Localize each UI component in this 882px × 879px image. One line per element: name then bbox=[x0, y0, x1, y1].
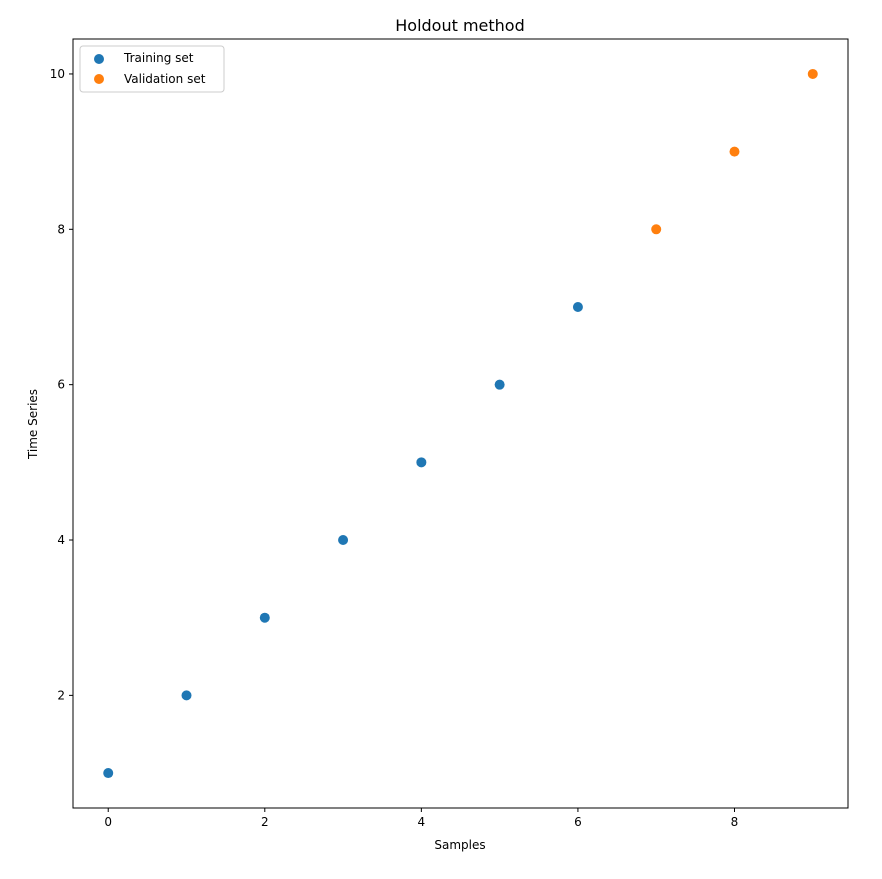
x-axis-label: Samples bbox=[434, 838, 485, 852]
y-tick-label: 8 bbox=[57, 222, 65, 236]
y-axis-label: Time Series bbox=[26, 389, 40, 460]
legend-box bbox=[79, 45, 225, 93]
plot-area bbox=[72, 38, 849, 809]
data-point bbox=[494, 379, 505, 390]
x-tick-label: 0 bbox=[104, 815, 112, 829]
y-tick-label: 4 bbox=[57, 533, 65, 547]
x-tick-label: 6 bbox=[574, 815, 582, 829]
data-point bbox=[572, 301, 583, 312]
data-point bbox=[259, 612, 270, 623]
legend: Training set Validation set bbox=[79, 45, 225, 93]
y-tick-label: 2 bbox=[57, 688, 65, 702]
chart-title: Holdout method bbox=[395, 16, 525, 35]
legend-validation-label: Validation set bbox=[124, 72, 206, 86]
x-tick-label: 2 bbox=[261, 815, 269, 829]
data-point bbox=[729, 146, 740, 157]
data-points bbox=[103, 68, 818, 779]
legend-training-label: Training set bbox=[123, 51, 194, 65]
y-axis-ticks: 2 4 6 8 10 bbox=[50, 67, 73, 702]
legend-validation-marker-icon bbox=[94, 74, 104, 84]
data-point bbox=[181, 690, 192, 701]
data-point bbox=[651, 224, 662, 235]
data-point bbox=[103, 768, 114, 779]
x-tick-label: 8 bbox=[731, 815, 739, 829]
data-point bbox=[416, 457, 427, 468]
legend-training-marker-icon bbox=[94, 54, 104, 64]
x-tick-label: 4 bbox=[418, 815, 426, 829]
y-tick-label: 6 bbox=[57, 378, 65, 392]
x-axis-ticks: 0 2 4 6 8 bbox=[104, 808, 738, 829]
data-point bbox=[338, 535, 349, 546]
y-tick-label: 10 bbox=[50, 67, 65, 81]
data-point bbox=[807, 68, 818, 79]
